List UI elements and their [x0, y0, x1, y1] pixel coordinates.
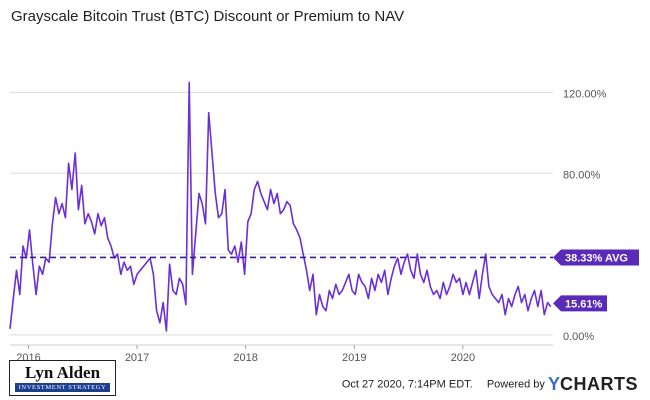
y-tick-label: 120.00% — [563, 89, 607, 101]
footer: Oct 27 2020, 7:14PM EDT. Powered by YCHA… — [342, 374, 638, 395]
x-axis: 2016 2017 2018 2019 2020 — [16, 352, 475, 364]
x-tick-label: 2018 — [233, 352, 257, 364]
y-tick-label: 0.00% — [563, 331, 594, 343]
last-value-badge-label: 15.61% — [565, 298, 603, 310]
series-line — [9, 81, 552, 332]
ycharts-logo-y[interactable]: Y — [547, 374, 560, 394]
badge-layer: 38.33% AVG 15.61% — [553, 249, 639, 312]
ycharts-logo-text[interactable]: CHARTS — [560, 374, 638, 394]
last-value-badge: 15.61% — [553, 295, 607, 312]
last-value-badge-shape — [553, 295, 607, 312]
logo-name: Lyn Alden — [24, 363, 101, 382]
average-badge-label: 38.33% AVG — [565, 252, 628, 264]
average-badge: 38.33% AVG — [553, 249, 639, 266]
grid-layer — [10, 92, 553, 349]
footer-timestamp: Oct 27 2020, 7:14PM EDT. — [341, 378, 473, 391]
x-tick-label: 2017 — [125, 352, 149, 364]
y-tick-label: 80.00% — [563, 169, 601, 181]
x-tick-label: 2019 — [342, 352, 366, 364]
series-layer — [9, 81, 552, 332]
logo-tagline: INVESTMENT STRATEGY — [15, 383, 110, 392]
powered-by-label: Powered by — [486, 378, 545, 391]
x-tick-label: 2020 — [451, 352, 475, 364]
lyn-alden-logo: Lyn Alden INVESTMENT STRATEGY — [9, 360, 116, 396]
chart-title: Grayscale Bitcoin Trust (BTC) Discount o… — [11, 8, 405, 25]
average-badge-shape — [553, 249, 639, 266]
